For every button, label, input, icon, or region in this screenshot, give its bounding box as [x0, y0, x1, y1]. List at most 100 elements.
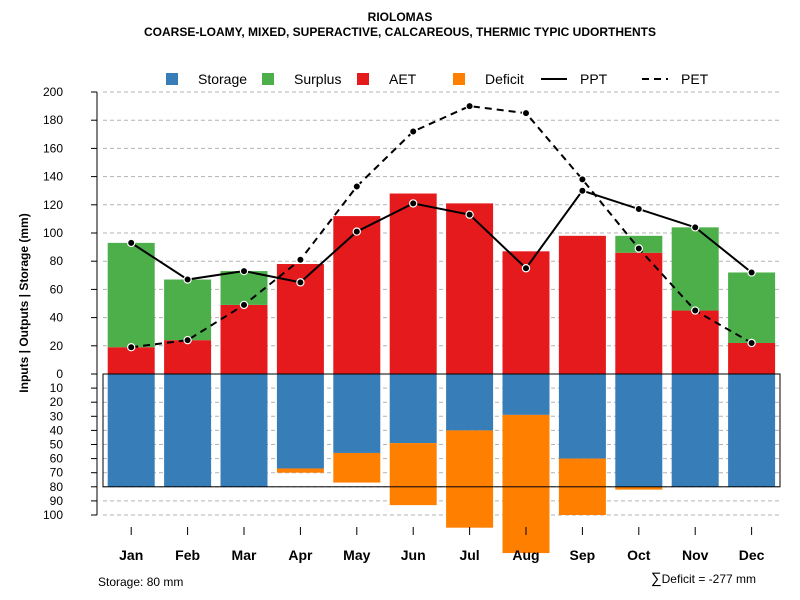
storage-bar	[107, 374, 155, 487]
y-tick-label: 30	[50, 409, 64, 423]
legend: Storage Surplus AET Deficit PPT PET	[166, 71, 709, 87]
axes: 0204060801001201401601802001020304050607…	[17, 85, 765, 563]
ppt-point	[747, 268, 756, 277]
legend-swatch-surplus	[262, 73, 274, 85]
storage-bar	[389, 374, 437, 444]
aet-bar	[558, 235, 606, 374]
y-tick-label: 60	[50, 282, 64, 296]
x-tick-label: May	[343, 547, 370, 563]
chart-subtitle: COARSE-LOAMY, MIXED, SUPERACTIVE, CALCAR…	[143, 25, 657, 39]
legend-label-ppt: PPT	[580, 71, 608, 87]
y-tick-label: 200	[43, 85, 63, 99]
aet-bar	[333, 216, 381, 374]
x-tick-label: Mar	[232, 547, 257, 563]
storage-bar	[220, 374, 268, 487]
grid-lines	[103, 91, 780, 516]
x-tick-label: Aug	[512, 547, 539, 563]
y-tick-label: 160	[43, 141, 63, 155]
deficit-bar	[446, 430, 494, 528]
ppt-point	[183, 275, 192, 284]
aet-bar	[164, 340, 212, 374]
surplus-bar	[615, 235, 663, 253]
x-tick-label: Apr	[288, 547, 313, 563]
y-tick-label: 90	[50, 494, 64, 508]
y-tick-label: 40	[50, 311, 64, 325]
x-tick-label: Jun	[401, 547, 426, 563]
pet-point	[521, 108, 531, 118]
y-tick-label: 0	[56, 367, 63, 381]
ppt-point	[578, 186, 587, 195]
y-tick-label: 70	[50, 466, 64, 480]
storage-bar	[728, 374, 776, 487]
pet-point	[126, 343, 136, 352]
pet-point	[183, 335, 192, 345]
legend-label-aet: AET	[389, 71, 417, 87]
ppt-point	[296, 278, 305, 287]
y-tick-label: 140	[43, 170, 63, 184]
pet-point	[465, 101, 474, 111]
aet-bar	[107, 347, 155, 374]
pet-point	[296, 255, 305, 264]
ppt-point	[409, 199, 418, 208]
y-tick-label: 100	[43, 508, 63, 522]
y-axis-label: Inputs | Outputs | Storage (mm)	[17, 213, 31, 392]
total-deficit-note: ∑Deficit = -277 mm	[651, 570, 756, 587]
x-tick-label: Oct	[627, 547, 651, 563]
pet-line	[131, 105, 753, 349]
y-tick-label: 10	[50, 381, 64, 395]
pet-point	[691, 306, 700, 315]
lower-bars	[102, 373, 781, 554]
legend-label-deficit: Deficit	[485, 71, 524, 87]
aet-bar	[615, 252, 663, 374]
storage-bar	[276, 374, 324, 469]
legend-label-pet: PET	[681, 71, 709, 87]
storage-bar	[333, 374, 381, 453]
storage-bar	[446, 374, 494, 431]
ppt-point	[352, 227, 361, 236]
y-tick-label: 80	[50, 480, 64, 494]
legend-swatch-aet	[357, 73, 369, 85]
y-tick-label: 120	[43, 198, 63, 212]
ppt-line	[130, 189, 753, 284]
y-tick-label: 80	[50, 254, 64, 268]
surplus-bar	[671, 227, 719, 311]
y-tick-label: 40	[50, 423, 64, 437]
aet-bar	[220, 304, 268, 374]
storage-bar	[671, 374, 719, 487]
x-tick-label: Sep	[570, 547, 596, 563]
pet-point	[634, 244, 644, 253]
deficit-bar	[615, 486, 663, 490]
pet-point	[239, 300, 249, 310]
aet-bar	[389, 193, 437, 374]
y-tick-label: 20	[50, 395, 64, 409]
x-tick-label: Feb	[175, 547, 200, 563]
storage-bar	[164, 374, 212, 487]
deficit-bar	[333, 452, 381, 483]
x-tick-label: Nov	[682, 547, 709, 563]
legend-label-storage: Storage	[198, 71, 247, 87]
chart-title: RIOLOMAS	[367, 10, 433, 24]
ppt-point	[126, 238, 136, 248]
ppt-point	[521, 264, 531, 273]
storage-bar	[502, 374, 550, 415]
storage-capacity-note: Storage: 80 mm	[98, 575, 184, 589]
legend-swatch-storage	[166, 73, 178, 85]
deficit-bar	[276, 468, 324, 473]
total-deficit-text: Deficit = -277 mm	[661, 572, 756, 586]
series-lines	[126, 101, 756, 352]
surplus-bar	[728, 272, 776, 343]
pet-point	[578, 175, 587, 184]
x-tick-label: Jul	[459, 547, 479, 563]
y-tick-label: 60	[50, 452, 64, 466]
surplus-bar	[107, 242, 155, 348]
legend-swatch-deficit	[453, 73, 465, 85]
x-tick-label: Jan	[119, 547, 143, 563]
pet-point	[409, 127, 418, 136]
storage-bar	[558, 374, 606, 459]
pet-point	[352, 182, 361, 191]
surplus-bar	[220, 271, 268, 305]
ppt-point	[691, 223, 700, 232]
aet-bar	[728, 342, 776, 374]
ppt-point	[465, 210, 474, 219]
